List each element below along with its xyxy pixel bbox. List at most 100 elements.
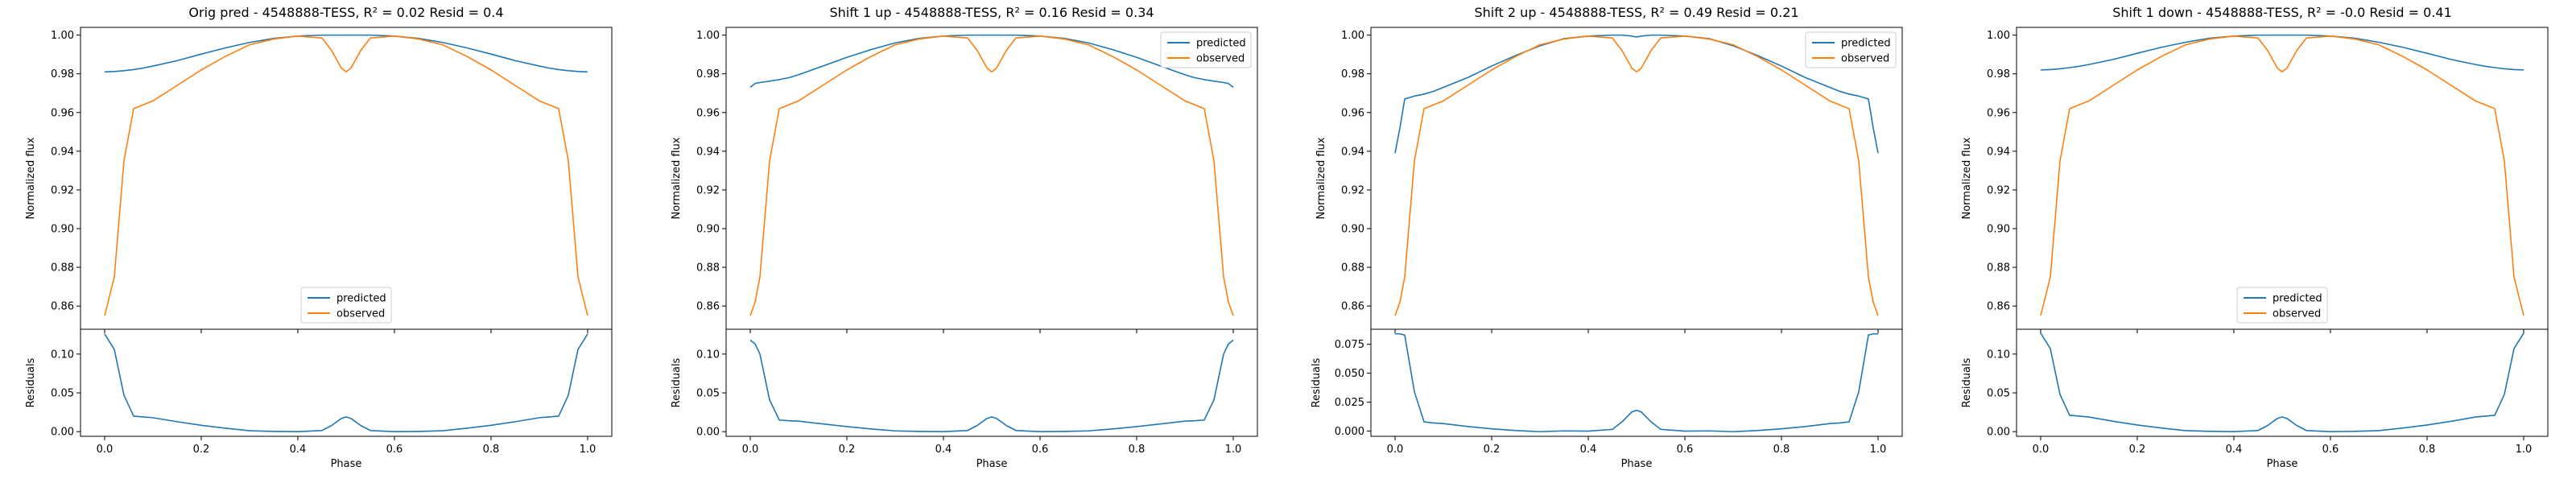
legend-label-predicted: predicted (1841, 38, 1891, 50)
predicted-line (749, 34, 1234, 89)
residual-axes-frame (1370, 328, 1903, 437)
residual-ylabel: Residuals (671, 357, 683, 407)
main-ytick-label: 0.86 (1987, 301, 2010, 313)
residual-ytick-label: 0.10 (696, 349, 720, 361)
main-ytick-label: 0.94 (1987, 146, 2010, 158)
main-ytick-label: 0.92 (1341, 184, 1364, 196)
xtick-label: 0.0 (97, 444, 114, 456)
predicted-line (1394, 34, 1879, 154)
main-ytick-label: 0.90 (51, 224, 74, 236)
main-axes-frame (2016, 27, 2549, 330)
legend: predicted observed (1805, 31, 1897, 68)
xtick-label: 0.8 (1773, 444, 1790, 456)
xtick-label: 0.8 (2419, 444, 2436, 456)
residual-ytick-label: 0.075 (1335, 339, 1364, 351)
legend-label-predicted: predicted (2273, 293, 2322, 305)
panel-title: Orig pred - 4548888-TESS, R² = 0.02 Resi… (188, 5, 503, 20)
main-ytick-label: 0.94 (1341, 146, 1364, 158)
main-ytick-label: 1.00 (696, 30, 720, 42)
xtick-label: 0.0 (2033, 444, 2050, 456)
main-ytick-label: 0.94 (51, 146, 74, 158)
residual-ytick-label: 0.05 (1987, 388, 2010, 400)
main-ytick-label: 0.92 (1987, 184, 2010, 196)
residual-ylabel: Residuals (25, 357, 37, 407)
main-ytick-label: 0.98 (696, 68, 720, 80)
residual-ytick-label: 0.05 (51, 388, 74, 400)
main-ytick-label: 0.98 (51, 68, 74, 80)
main-ytick-label: 0.92 (51, 184, 74, 196)
main-ytick-label: 0.96 (1341, 107, 1364, 119)
legend: predicted observed (1160, 31, 1252, 68)
xtick-label: 0.0 (1387, 444, 1404, 456)
residual-ytick-label: 0.050 (1335, 368, 1364, 380)
xtick-label: 0.2 (1484, 444, 1501, 456)
main-ytick-label: 0.94 (696, 146, 720, 158)
main-ytick-label: 1.00 (1341, 30, 1364, 42)
xlabel: Phase (1621, 458, 1653, 470)
observed-line (2040, 35, 2524, 316)
legend-label-predicted: predicted (336, 293, 386, 305)
residual-axes-frame (725, 328, 1258, 437)
main-ytick-label: 0.96 (1987, 107, 2010, 119)
xtick-label: 1.0 (2516, 444, 2533, 456)
residual-ytick-label: 0.10 (51, 349, 74, 361)
main-ytick-label: 0.96 (51, 107, 74, 119)
xlabel: Phase (331, 458, 362, 470)
main-ytick-label: 1.00 (51, 30, 74, 42)
observed-line (104, 35, 588, 316)
main-ytick-label: 0.90 (696, 224, 720, 236)
xtick-label: 0.4 (935, 444, 952, 456)
main-ytick-label: 0.88 (51, 262, 74, 275)
residual-ytick-label: 0.10 (1987, 349, 2010, 361)
xtick-label: 1.0 (1225, 444, 1242, 456)
residual-ytick-label: 0.000 (1335, 426, 1364, 438)
main-ylabel: Normalized flux (671, 137, 683, 219)
legend: predicted observed (300, 287, 392, 324)
xlabel: Phase (976, 458, 1008, 470)
residual-ytick-label: 0.05 (696, 388, 720, 400)
predicted-line (104, 34, 588, 73)
main-ylabel: Normalized flux (1961, 137, 1973, 219)
xtick-label: 0.6 (2322, 444, 2339, 456)
legend-label-observed: observed (1841, 53, 1889, 65)
xtick-label: 0.4 (1580, 444, 1597, 456)
main-ytick-label: 0.86 (1341, 301, 1364, 313)
main-ytick-label: 0.98 (1341, 68, 1364, 80)
main-ytick-label: 0.88 (1987, 262, 2010, 275)
legend-label-observed: observed (2273, 308, 2321, 320)
xtick-label: 0.2 (193, 444, 210, 456)
residual-ytick-label: 0.025 (1335, 397, 1364, 409)
xtick-label: 0.6 (386, 444, 403, 456)
panel-title: Shift 1 up - 4548888-TESS, R² = 0.16 Res… (829, 5, 1154, 20)
main-ytick-label: 0.96 (696, 107, 720, 119)
main-ylabel: Normalized flux (25, 137, 37, 219)
xlabel: Phase (2267, 458, 2298, 470)
panel-2: Shift 1 up - 4548888-TESS, R² = 0.16 Res… (671, 5, 1258, 470)
residual-line (104, 333, 588, 433)
xtick-label: 0.6 (1032, 444, 1049, 456)
main-ytick-label: 0.90 (1987, 224, 2010, 236)
panel-3: Shift 2 up - 4548888-TESS, R² = 0.49 Res… (1311, 5, 1903, 470)
xtick-label: 0.6 (1677, 444, 1694, 456)
xtick-label: 0.8 (483, 444, 500, 456)
legend-label-predicted: predicted (1196, 38, 1246, 50)
residual-line (749, 339, 1234, 433)
legend-label-observed: observed (336, 308, 385, 320)
main-ylabel: Normalized flux (1315, 137, 1327, 219)
main-axes-frame (80, 27, 613, 330)
residual-ytick-label: 0.00 (1987, 427, 2010, 439)
residual-line (2040, 332, 2524, 433)
residual-ylabel: Residuals (1311, 357, 1323, 407)
main-ytick-label: 1.00 (1987, 30, 2010, 42)
residual-axes-frame (80, 328, 613, 437)
xtick-label: 0.4 (290, 444, 307, 456)
observed-line (749, 35, 1234, 316)
xtick-label: 1.0 (1870, 444, 1887, 456)
main-ytick-label: 0.86 (51, 301, 74, 313)
main-ytick-label: 0.90 (1341, 224, 1364, 236)
panel-4: Shift 1 down - 4548888-TESS, R² = -0.0 R… (1961, 5, 2549, 470)
residual-axes-frame (2016, 328, 2549, 437)
legend: predicted observed (2236, 287, 2328, 324)
residual-ytick-label: 0.00 (696, 427, 720, 439)
xtick-label: 0.0 (742, 444, 759, 456)
